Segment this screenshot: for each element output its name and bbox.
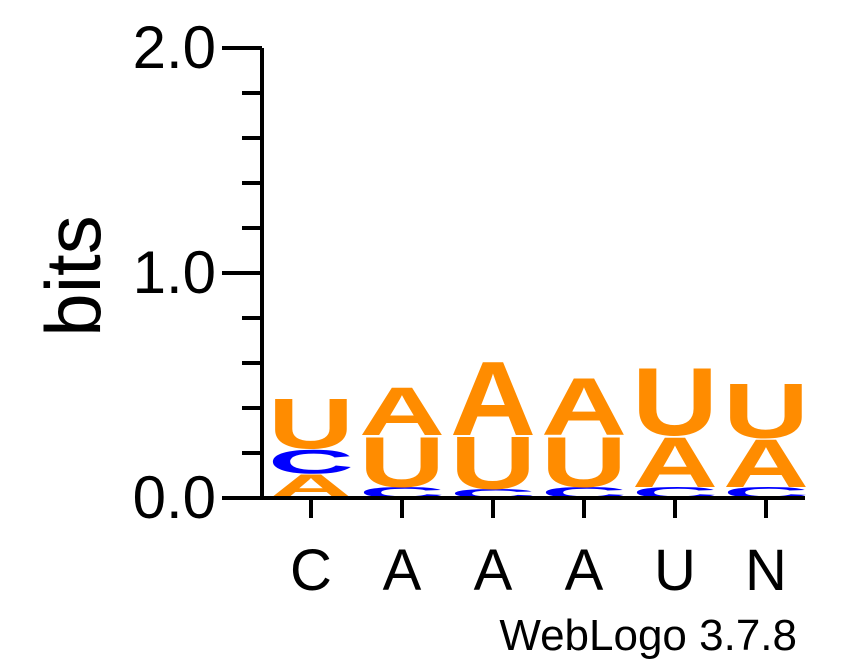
logo-letter-A: A xyxy=(359,373,445,450)
letter-stack-1: ACU xyxy=(268,383,354,505)
y-tick-label: 0.0 xyxy=(133,464,216,531)
logo-letter-U: U xyxy=(450,422,536,506)
x-tick-label: A xyxy=(565,538,604,603)
x-tick-label: C xyxy=(290,538,332,603)
x-tick-label: A xyxy=(474,538,513,603)
x-tick-label: N xyxy=(745,538,787,603)
letter-stack-3: CUA xyxy=(450,339,536,506)
x-tick-label: U xyxy=(654,538,696,603)
x-tick-label: A xyxy=(383,538,422,603)
y-axis-label: bits xyxy=(29,215,117,336)
letter-stack-2: CUA xyxy=(359,373,445,502)
letter-stack-4: CUA xyxy=(541,362,627,502)
logo-letter-U: U xyxy=(541,422,627,502)
logo-letter-A: A xyxy=(450,339,536,458)
logo-letter-A: A xyxy=(541,362,627,453)
logo-letter-U: U xyxy=(632,348,718,456)
letter-stack-5: CAU xyxy=(632,348,718,502)
y-axis: 0.0 1.0 2.0 xyxy=(133,14,264,531)
logo-letter-U: U xyxy=(268,383,354,463)
y-tick-label: 1.0 xyxy=(133,239,216,306)
logo-letter-C: C xyxy=(268,442,354,480)
logo-letter-U: U xyxy=(723,367,809,454)
logo-letter-U: U xyxy=(359,422,445,502)
y-tick-label: 2.0 xyxy=(133,14,216,81)
letter-stack-6: CAU xyxy=(723,367,809,501)
weblogo-credit: WebLogo 3.7.8 xyxy=(499,611,797,660)
logo-letter-A: A xyxy=(632,422,718,502)
logo-letter-A: A xyxy=(723,425,809,502)
